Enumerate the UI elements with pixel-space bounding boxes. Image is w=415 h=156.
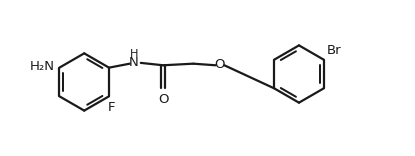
Text: O: O <box>214 58 225 71</box>
Text: H: H <box>129 49 138 58</box>
Text: O: O <box>158 93 168 106</box>
Text: H₂N: H₂N <box>29 60 55 73</box>
Text: N: N <box>129 56 139 69</box>
Text: Br: Br <box>327 44 342 56</box>
Text: F: F <box>107 101 115 114</box>
